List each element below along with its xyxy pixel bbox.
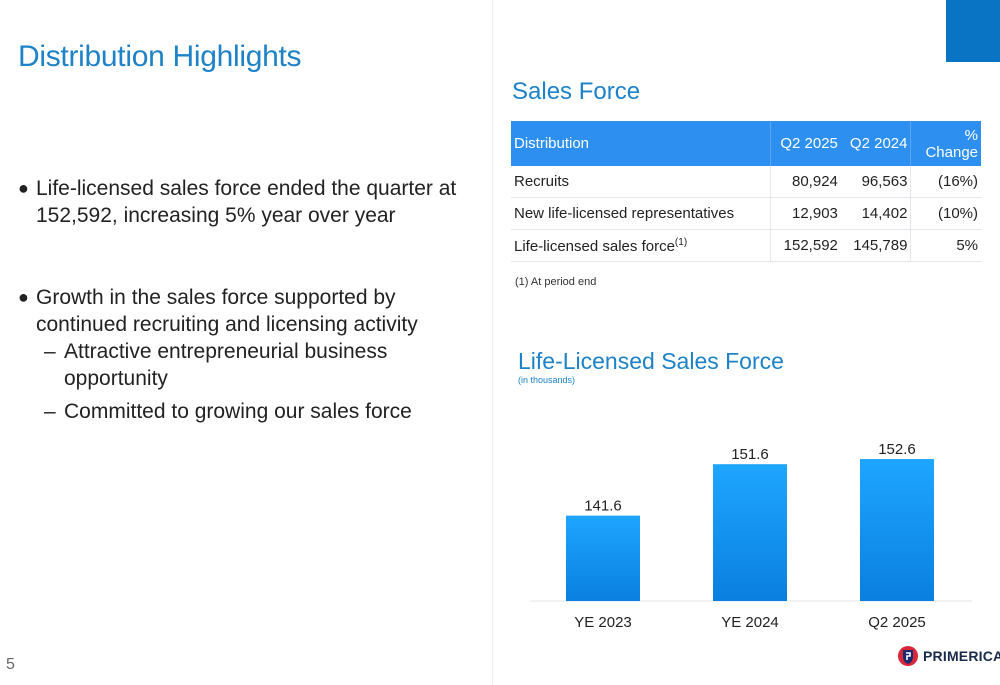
category-label: YE 2023 xyxy=(574,614,632,631)
sub-bullet-text: Committed to growing our sales force xyxy=(64,400,412,423)
table-row: Recruits 80,924 96,563 (16%) xyxy=(511,166,981,198)
column-divider xyxy=(492,0,493,685)
footnote-marker: (1) xyxy=(674,236,688,248)
category-label: Q2 2025 xyxy=(868,614,926,631)
header-q2-2025: Q2 2025 xyxy=(770,121,841,166)
logo-wordmark: PRIMERICA xyxy=(923,648,1000,664)
table-row: Life-licensed sales force(1) 152,592 145… xyxy=(511,229,981,262)
chart-subtitle: (in thousands) xyxy=(518,375,576,385)
table-row: New life-licensed representatives 12,903… xyxy=(511,197,981,230)
primerica-logo: PRIMERICA® xyxy=(897,645,1000,667)
row-label: Recruits xyxy=(511,166,771,198)
page-title: Distribution Highlights xyxy=(18,40,302,73)
header-distribution: Distribution xyxy=(511,121,771,166)
sub-bullet-text: Attractive entrepreneurial business oppo… xyxy=(64,340,388,390)
dash-icon: – xyxy=(44,400,56,423)
chart-title: Life-Licensed Sales Force xyxy=(518,348,784,374)
cell-q2-2025: 152,592 xyxy=(770,229,841,262)
cell-q2-2024: 145,789 xyxy=(840,229,911,262)
row-label: Life-licensed sales force xyxy=(514,237,675,255)
bar-ye-2024 xyxy=(713,464,787,601)
cell-q2-2024: 96,563 xyxy=(840,166,911,198)
corner-accent-block xyxy=(946,0,1000,62)
sales-force-bar-chart: 141.6 YE 2023 151.6 YE 2024 152.6 Q2 2025 xyxy=(530,441,972,631)
primerica-shield-icon xyxy=(898,646,918,666)
sub-bullet-opportunity: – Attractive entrepreneurial business op… xyxy=(18,338,478,392)
bullet-dot-icon: ● xyxy=(18,287,29,307)
data-label: 151.6 xyxy=(731,446,769,463)
row-label-with-footnote: Life-licensed sales force(1) xyxy=(511,229,771,262)
bullet-sales-force-ended: ● Life-licensed sales force ended the qu… xyxy=(18,175,478,229)
bullet-text: Growth in the sales force supported by c… xyxy=(36,286,418,336)
bar-q2-2025 xyxy=(860,459,934,601)
category-label: YE 2024 xyxy=(721,614,779,631)
cell-change: 5% xyxy=(910,229,981,262)
sales-force-table: Distribution Q2 2025 Q2 2024 % Change Re… xyxy=(511,121,981,262)
bar-ye-2023 xyxy=(566,515,640,601)
cell-change: (10%) xyxy=(910,197,981,230)
bullet-text: Life-licensed sales force ended the quar… xyxy=(36,177,457,227)
cell-q2-2024: 14,402 xyxy=(840,197,911,230)
table-footnote: (1) At period end xyxy=(515,276,597,288)
bullet-dot-icon: ● xyxy=(18,178,29,198)
table-header-row: Distribution Q2 2025 Q2 2024 % Change xyxy=(511,121,981,166)
cell-q2-2025: 80,924 xyxy=(770,166,841,198)
cell-q2-2025: 12,903 xyxy=(770,197,841,230)
bullet-growth: ● Growth in the sales force supported by… xyxy=(18,284,478,338)
header-q2-2024: Q2 2024 xyxy=(840,121,911,166)
row-label: New life-licensed representatives xyxy=(511,197,771,230)
header-change: % Change xyxy=(910,121,981,166)
sales-force-title: Sales Force xyxy=(512,78,641,105)
dash-icon: – xyxy=(44,340,56,363)
data-label: 141.6 xyxy=(584,498,622,515)
data-label: 152.6 xyxy=(878,441,916,458)
cell-change: (16%) xyxy=(910,166,981,198)
highlights-list: ● Life-licensed sales force ended the qu… xyxy=(18,175,478,425)
page-number: 5 xyxy=(6,656,15,673)
sub-bullet-committed: – Committed to growing our sales force xyxy=(18,398,478,425)
